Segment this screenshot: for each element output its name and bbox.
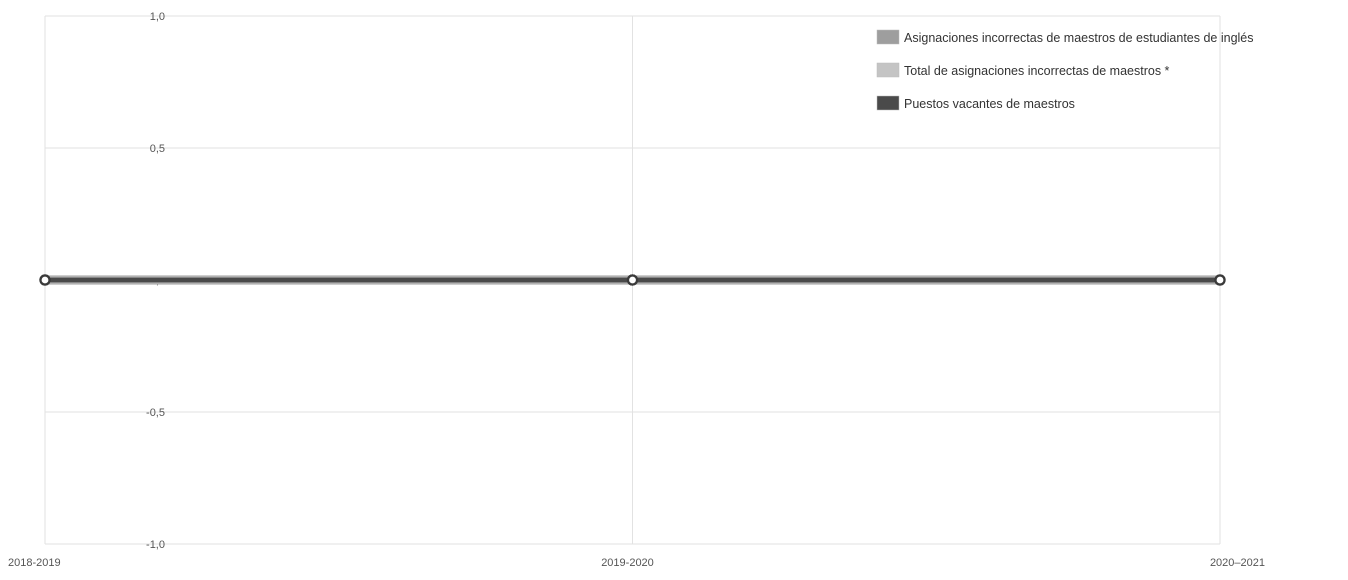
legend-label: Puestos vacantes de maestros [904, 97, 1075, 111]
x-tick-label: 2019-2020 [601, 557, 654, 569]
data-point [628, 276, 637, 285]
y-tick-label: 0,5 [150, 143, 165, 155]
legend-swatch [877, 63, 899, 77]
data-point [41, 276, 50, 285]
legend-swatch [877, 30, 899, 44]
y-tick-label: -0,5 [146, 407, 165, 419]
x-tick-label: 2020–2021 [1210, 557, 1265, 569]
series-layer [41, 276, 1225, 285]
legend-label: Asignaciones incorrectas de maestros de … [904, 31, 1254, 45]
y-tick-label: 1,0 [150, 11, 165, 23]
x-tick-label: 2018-2019 [8, 557, 61, 569]
y-tick-label: -1,0 [146, 539, 165, 551]
legend-swatch [877, 96, 899, 110]
legend: Asignaciones incorrectas de maestros de … [877, 30, 1254, 111]
legend-label: Total de asignaciones incorrectas de mae… [904, 64, 1170, 78]
data-point [1216, 276, 1225, 285]
